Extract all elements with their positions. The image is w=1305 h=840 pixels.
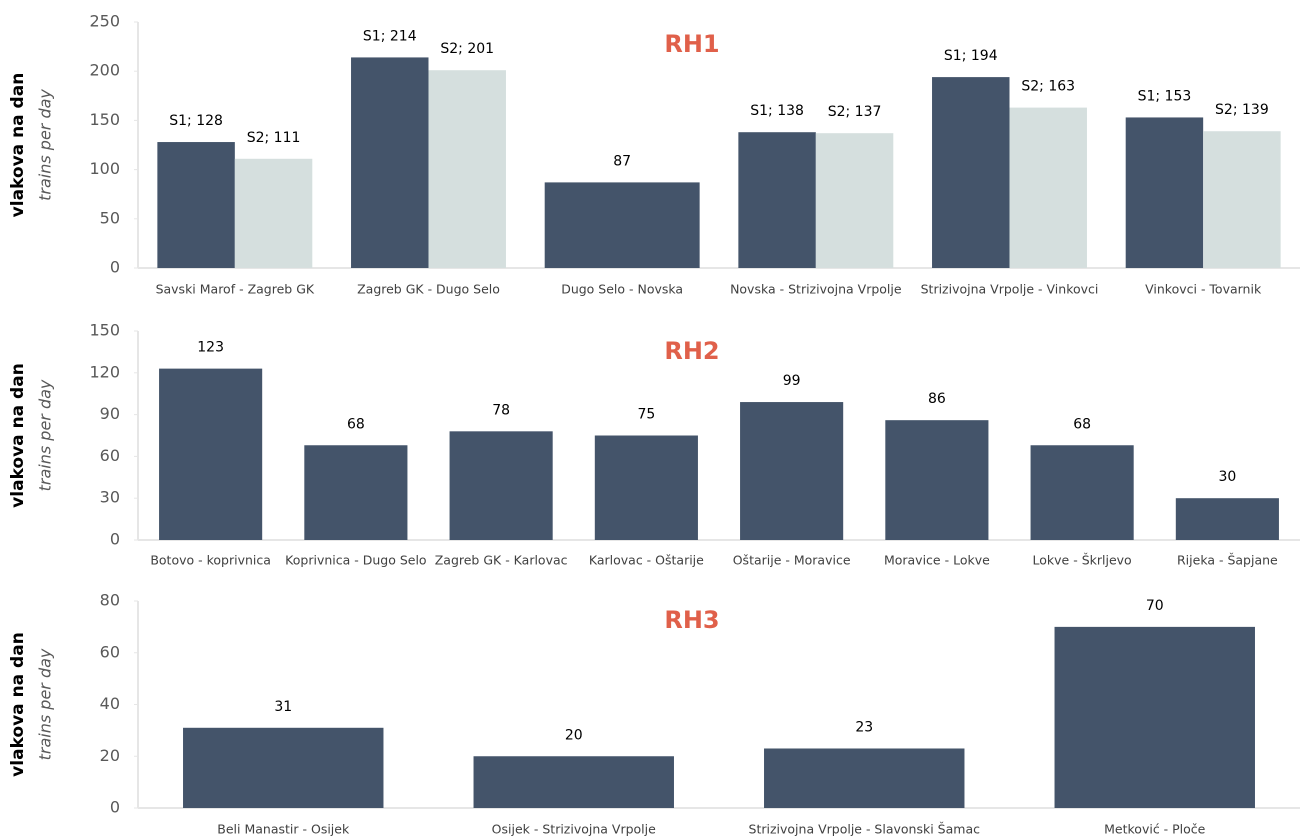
bar bbox=[764, 748, 965, 808]
y-axis-label: vlakova na dan bbox=[8, 73, 28, 218]
y-tick-label: 0 bbox=[110, 798, 120, 817]
y-tick-label: 60 bbox=[100, 642, 120, 661]
x-tick-label: Oštarije - Moravice bbox=[733, 553, 851, 568]
value-label: S2; 137 bbox=[828, 104, 882, 120]
value-label: S1; 128 bbox=[169, 113, 223, 129]
x-tick-label: Beli Manastir - Osijek bbox=[217, 822, 350, 837]
value-label: S2; 111 bbox=[247, 130, 301, 146]
x-tick-label: Vinkovci - Tovarnik bbox=[1145, 282, 1262, 297]
bar bbox=[157, 142, 235, 268]
bar bbox=[815, 133, 894, 268]
bar bbox=[473, 756, 674, 808]
value-label: 30 bbox=[1218, 469, 1236, 485]
bar bbox=[1125, 117, 1204, 268]
value-label: S2; 163 bbox=[1021, 79, 1075, 95]
x-tick-label: Strizivojna Vrpolje - Vinkovci bbox=[921, 282, 1099, 297]
y-axis-sublabel: trains per day bbox=[36, 379, 55, 491]
chart-title: RH1 bbox=[664, 30, 719, 58]
value-label: S1; 138 bbox=[750, 103, 804, 119]
x-tick-label: Metković - Ploče bbox=[1104, 822, 1206, 837]
x-tick-label: Zagreb GK - Karlovac bbox=[435, 553, 568, 568]
value-label: S1; 153 bbox=[1138, 88, 1192, 104]
bar bbox=[159, 368, 263, 540]
value-label: 31 bbox=[274, 699, 292, 715]
y-tick-label: 250 bbox=[89, 12, 120, 31]
bar bbox=[428, 70, 506, 268]
y-axis-label: vlakova na dan bbox=[8, 632, 28, 777]
y-axis-sublabel: trains per day bbox=[36, 648, 55, 760]
value-label: S2; 201 bbox=[440, 41, 494, 57]
x-tick-label: Savski Marof - Zagreb GK bbox=[156, 282, 315, 297]
y-tick-label: 20 bbox=[100, 746, 120, 765]
value-label: 23 bbox=[855, 719, 873, 735]
bar bbox=[1030, 445, 1134, 540]
value-label: 99 bbox=[783, 373, 801, 389]
x-tick-label: Novska - Strizivojna Vrpolje bbox=[730, 282, 902, 297]
bar bbox=[304, 445, 408, 540]
value-label: 75 bbox=[637, 407, 655, 423]
y-tick-label: 0 bbox=[110, 258, 120, 277]
x-tick-label: Koprivnica - Dugo Selo bbox=[285, 553, 426, 568]
y-tick-label: 90 bbox=[100, 404, 120, 423]
y-tick-label: 60 bbox=[100, 446, 120, 465]
value-label: 68 bbox=[1073, 416, 1091, 432]
value-label: 86 bbox=[928, 391, 946, 407]
value-label: S1; 214 bbox=[363, 28, 417, 44]
x-tick-label: Rijeka - Šapjane bbox=[1177, 553, 1278, 568]
y-tick-label: 30 bbox=[100, 488, 120, 507]
bar bbox=[740, 402, 844, 540]
y-tick-label: 100 bbox=[89, 159, 120, 178]
y-axis-label: vlakova na dan bbox=[8, 363, 28, 508]
y-tick-label: 0 bbox=[110, 530, 120, 549]
y-tick-label: 80 bbox=[100, 591, 120, 610]
value-label: 87 bbox=[613, 153, 631, 169]
chart-title: RH3 bbox=[664, 606, 719, 634]
value-label: S2; 139 bbox=[1215, 102, 1269, 118]
x-tick-label: Lokve - Škrljevo bbox=[1033, 553, 1132, 568]
bar bbox=[234, 158, 313, 268]
y-tick-label: 50 bbox=[100, 208, 120, 227]
bar bbox=[1009, 107, 1087, 268]
bar bbox=[544, 182, 700, 268]
value-label: 68 bbox=[347, 416, 365, 432]
bar bbox=[1203, 131, 1281, 268]
chart-title: RH2 bbox=[664, 337, 719, 365]
x-tick-label: Botovo - koprivnica bbox=[150, 553, 271, 568]
y-tick-label: 150 bbox=[89, 321, 120, 340]
value-label: 123 bbox=[197, 340, 224, 356]
bar bbox=[183, 727, 384, 808]
x-tick-label: Moravice - Lokve bbox=[884, 553, 990, 568]
value-label: 20 bbox=[565, 727, 583, 743]
x-tick-label: Osijek - Strizivojna Vrpolje bbox=[492, 822, 656, 837]
y-tick-label: 150 bbox=[89, 110, 120, 129]
bar bbox=[351, 57, 429, 269]
bar bbox=[594, 435, 698, 540]
bar bbox=[1175, 498, 1279, 540]
x-tick-label: Zagreb GK - Dugo Selo bbox=[357, 282, 500, 297]
x-tick-label: Strizivojna Vrpolje - Slavonski Šamac bbox=[749, 822, 981, 837]
x-tick-label: Dugo Selo - Novska bbox=[561, 282, 683, 297]
bar bbox=[738, 132, 816, 268]
value-label: S1; 194 bbox=[944, 48, 998, 64]
bar bbox=[1054, 626, 1255, 808]
y-axis-sublabel: trains per day bbox=[36, 89, 55, 201]
value-label: 70 bbox=[1146, 598, 1164, 614]
bar bbox=[885, 420, 989, 540]
y-tick-label: 120 bbox=[89, 362, 120, 381]
y-tick-label: 200 bbox=[89, 61, 120, 80]
y-tick-label: 40 bbox=[100, 694, 120, 713]
bar bbox=[932, 77, 1010, 268]
value-label: 78 bbox=[492, 402, 510, 418]
bar bbox=[449, 431, 553, 540]
x-tick-label: Karlovac - Oštarije bbox=[589, 553, 704, 568]
